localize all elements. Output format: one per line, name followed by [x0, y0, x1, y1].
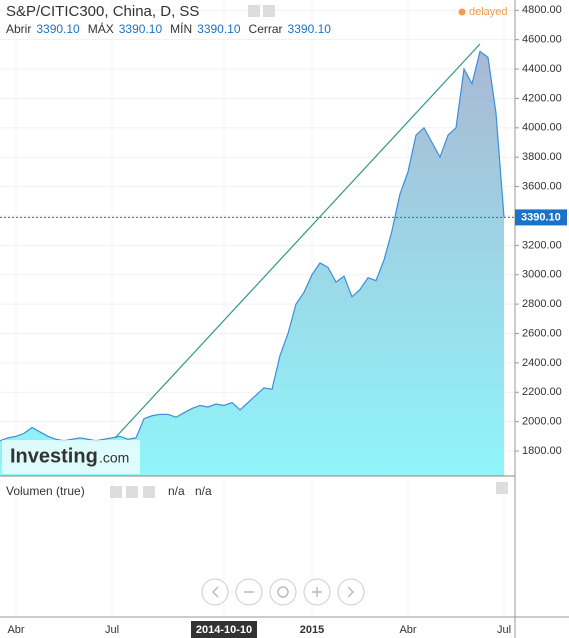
volume-close[interactable] [143, 486, 155, 498]
x-axis: Abr Jul 2014-10-10 2015 Abr Jul [7, 621, 511, 638]
ohlc-legend: Abrir 3390.10 MÁX 3390.10 MÍN 3390.10 Cerrar 33… [6, 21, 331, 36]
area-fill [0, 51, 504, 477]
chart-title: S&P/CITIC300, China, D, SS [6, 3, 199, 20]
last-price-tag [515, 209, 567, 226]
y-tick-label: 2800.00 [522, 298, 562, 310]
ohlc-value: 3390.10 [119, 22, 163, 36]
y-tick-label: 2400.00 [522, 357, 562, 369]
y-tick-label: 1800.00 [522, 445, 562, 457]
y-tick-label: 4400.00 [522, 63, 562, 75]
volume-value: n/a [195, 484, 212, 498]
y-tick-label: 2000.00 [522, 416, 562, 428]
reset-button[interactable] [269, 578, 297, 606]
ohlc-label: MÍN [170, 21, 192, 36]
x-tick-label: Jul [105, 624, 119, 636]
watermark: Investing [10, 445, 98, 467]
area-line [0, 50, 505, 442]
y-tick-label: 2600.00 [522, 327, 562, 339]
ohlc-value: 3390.10 [288, 22, 332, 36]
ohlc-label: MÁX [88, 21, 114, 36]
ohlc-value: 3390.10 [197, 22, 241, 36]
x-tick-label: Jul [497, 624, 511, 636]
y-tick-label: 2200.00 [522, 386, 562, 398]
y-tick-label: 4600.00 [522, 34, 562, 46]
crosshair-date-bg [191, 621, 257, 638]
x-tick-label: 2014-10-10 [196, 624, 252, 636]
ohlc-label: Cerrar [249, 22, 283, 36]
x-tick-label: Abr [399, 624, 416, 636]
eye-icon[interactable] [248, 5, 260, 17]
x-tick-label: Abr [7, 624, 24, 636]
nav-icons [211, 586, 355, 598]
x-tick-label: 2015 [300, 624, 324, 636]
ohlc-label: Abrir [6, 22, 31, 36]
grid [0, 0, 515, 617]
volume-settings[interactable] [126, 486, 138, 498]
status-dot [458, 8, 466, 16]
y-tick-label: 4800.00 [522, 4, 562, 16]
y-tick-label: 3800.00 [522, 151, 562, 163]
ohlc-value: 3390.10 [36, 22, 80, 36]
y-axis: 1800.00 2000.00 2200.00 2400.00 2600.00 2800.… [515, 4, 567, 457]
y-tick-label: 3200.00 [522, 239, 562, 251]
volume-value: n/a [168, 484, 185, 498]
settings-icon[interactable] [263, 5, 275, 17]
trend-line [114, 43, 481, 439]
last-price-label: 3390.10 [521, 211, 561, 223]
y-tick-label: 3000.00 [522, 269, 562, 281]
y-tick-label: 4200.00 [522, 92, 562, 104]
nav-buttons [201, 578, 365, 606]
watermark-bg [2, 440, 140, 474]
scroll-left-button[interactable] [201, 578, 229, 606]
scroll-right-button[interactable] [337, 578, 365, 606]
watermark-suffix: .com [99, 450, 129, 466]
plot [0, 50, 515, 477]
volume-eye[interactable] [110, 486, 122, 498]
volume-title: Volumen (true) [6, 484, 85, 498]
maximize-button[interactable] [496, 482, 508, 494]
y-tick-label: 3600.00 [522, 180, 562, 192]
y-tick-label: 4000.00 [522, 122, 562, 134]
status-label: delayed [469, 6, 508, 18]
